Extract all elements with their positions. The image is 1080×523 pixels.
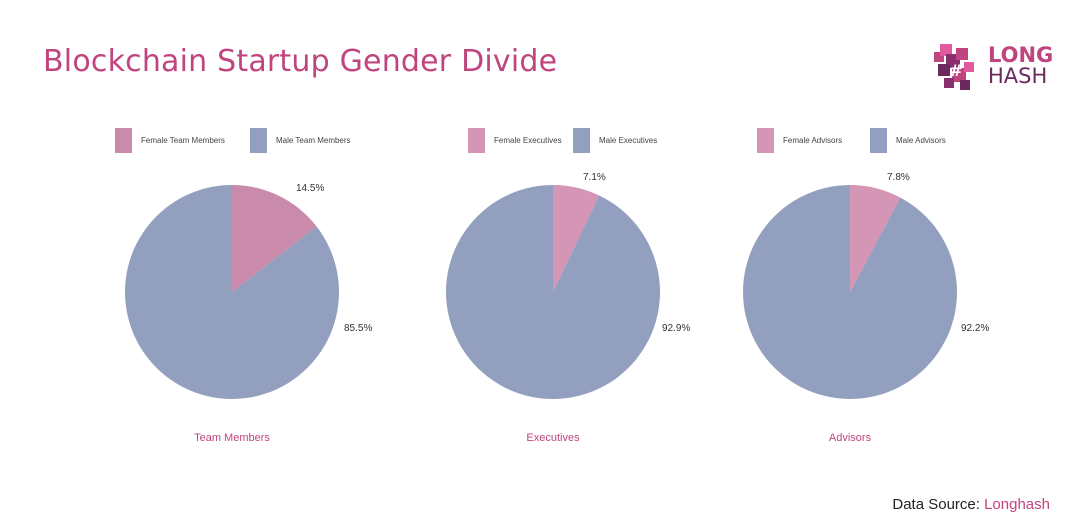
pie-slice-female [232,185,317,292]
legend-item-female: Female Team Members [115,127,225,153]
chart-caption: Executives [526,432,580,444]
legend-label-female: Female Advisors [783,135,843,145]
logo-line1: LONG [988,43,1054,67]
legend-swatch-male [573,127,590,153]
pie-slice-female [850,185,901,292]
data-label-female: 7.8% [887,172,910,183]
legend: Female Team Members Male Team Members [67,127,397,153]
pie-svg [743,185,958,399]
data-label-female: 14.5% [296,183,325,194]
pie-slice-male [125,185,340,399]
legend-item-female: Female Executives [468,127,562,153]
legend-swatch-female [468,127,485,153]
legend-label-male: Male Executives [599,135,658,145]
legend-item-female: Female Advisors [757,127,842,153]
legend-label-male: Male Team Members [276,135,351,145]
pie-slice-male [446,185,661,399]
legend-swatch-female [115,127,132,153]
data-source: Data Source: Longhash [892,496,1050,513]
data-label-male: 85.5% [344,323,373,334]
page-title: Blockchain Startup Gender Divide [43,44,558,79]
source-label: Data Source: [892,496,980,513]
chart-caption: Advisors [828,432,872,444]
data-label-female: 7.1% [583,172,606,183]
legend-item-male: Male Team Members [250,127,351,153]
legend-label-male: Male Advisors [896,135,946,145]
legend-swatch-male [250,127,267,153]
logo-line2: HASH [988,64,1048,88]
data-label-male: 92.9% [662,323,691,334]
data-label-male: 92.2% [961,323,990,334]
chart-caption: Team Members [194,432,270,444]
pie-svg [446,185,661,399]
logo-cube-icon: # [934,44,974,90]
legend-item-male: Male Advisors [870,127,946,153]
legend-swatch-male [870,127,887,153]
source-name: Longhash [984,496,1050,513]
legend-swatch-female [757,127,774,153]
pie-svg [125,185,340,399]
legend: Female Executives Male Executives [388,127,718,153]
chart-executives: Female Executives Male Executives 7.1% 9… [388,120,718,460]
legend-item-male: Male Executives [573,127,657,153]
longhash-logo: # [934,44,974,90]
pie-slice-female [553,185,600,292]
chart-advisors: Female Advisors Male Advisors 7.8% 92.2%… [685,120,1015,460]
legend: Female Advisors Male Advisors [685,127,1015,153]
legend-label-female: Female Team Members [141,135,225,145]
pie-slice-male [743,185,958,399]
svg-text:#: # [949,61,962,80]
chart-team-members: Female Team Members Male Team Members 14… [67,120,397,460]
legend-label-female: Female Executives [494,135,562,145]
logo-text: LONG HASH [988,45,1053,87]
